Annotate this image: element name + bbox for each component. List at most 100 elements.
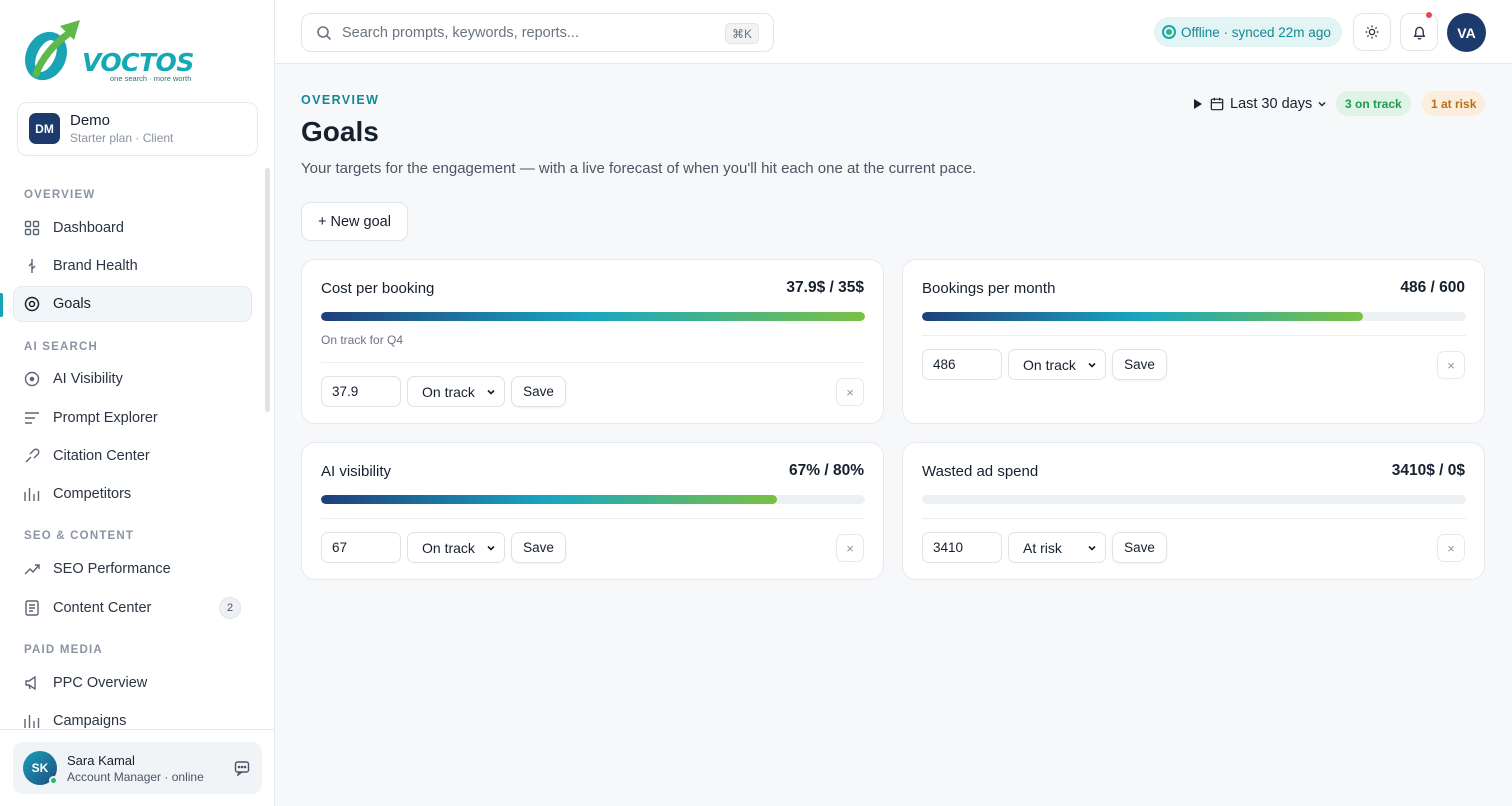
goal-status-value: On track — [1023, 357, 1076, 373]
goal-current-input[interactable] — [321, 376, 401, 407]
card-divider — [321, 362, 865, 363]
sidebar-item-label: Content Center — [53, 600, 152, 616]
shortcut-hint: ⌘K — [724, 23, 759, 44]
sidebar-item-campaigns[interactable]: Campaigns — [13, 703, 252, 739]
new-goal-button[interactable]: + New goal — [301, 202, 408, 241]
sidebar-scrollbar[interactable] — [265, 168, 270, 412]
bell-icon — [1413, 26, 1425, 40]
megaphone-icon — [25, 675, 36, 691]
online-status-dot — [49, 776, 58, 785]
page-eyebrow: OVERVIEW — [301, 93, 380, 107]
goal-save-button[interactable]: Save — [511, 532, 566, 563]
chevron-down-icon — [1318, 102, 1326, 107]
sidebar-item-brand-health[interactable]: Brand Health — [13, 248, 252, 284]
sidebar-item-goals[interactable]: Goals — [13, 286, 252, 322]
sidebar-item-dashboard[interactable]: Dashboard — [13, 210, 252, 246]
nav-section-seo-content: SEO & CONTENT — [24, 530, 135, 542]
goal-note: On track for Q4 — [321, 333, 404, 347]
goal-title: Wasted ad spend — [922, 463, 1039, 480]
workspace-switcher[interactable]: DM Demo Starter plan · Client — [17, 102, 258, 156]
sidebar-item-prompt-explorer[interactable]: Prompt Explorer — [13, 400, 252, 436]
goal-delete-button[interactable]: × — [836, 378, 864, 406]
goal-progress-fill — [321, 312, 865, 321]
at-risk-badge: 1 at risk — [1422, 91, 1486, 116]
goal-card-ai-visibility: AI visibility 67% / 80% On track Save × — [301, 442, 884, 580]
sidebar-item-label: Campaigns — [53, 713, 127, 729]
goal-title: AI visibility — [321, 463, 392, 480]
goal-delete-button[interactable]: × — [836, 534, 864, 562]
chevron-down-icon — [487, 389, 495, 395]
goal-current-input[interactable] — [922, 532, 1002, 563]
nav-section-overview: OVERVIEW — [24, 189, 96, 201]
sidebar-item-label: Goals — [53, 296, 91, 312]
logo-mark-icon — [25, 20, 80, 81]
goal-status-select[interactable]: On track — [407, 532, 505, 563]
goal-status-value: At risk — [1023, 540, 1062, 556]
sidebar: VOCTOS one search · more worth DM Demo S… — [0, 0, 275, 806]
goal-value: 37.9$ / 35$ — [786, 279, 864, 296]
goal-progress-fill — [922, 312, 1363, 321]
sidebar-item-ai-visibility[interactable]: AI Visibility — [13, 361, 252, 397]
goal-status-select[interactable]: On track — [407, 376, 505, 407]
search-box[interactable]: ⌘K — [301, 13, 774, 52]
goal-card-bookings-per-month: Bookings per month 486 / 600 On track Sa… — [902, 259, 1485, 424]
workspace-name: Demo — [70, 112, 111, 129]
goal-status-value: On track — [422, 540, 475, 556]
account-manager-card[interactable]: SK Sara Kamal Account Manager · online — [13, 742, 262, 794]
radar-icon — [24, 371, 40, 387]
link-icon — [25, 448, 40, 463]
bar-chart-icon — [24, 715, 40, 728]
target-icon — [24, 296, 40, 312]
trend-icon — [24, 564, 40, 575]
date-range-picker[interactable]: Last 30 days — [1194, 93, 1327, 115]
bar-chart-icon — [24, 488, 40, 501]
sidebar-item-ppc-overview[interactable]: PPC Overview — [13, 665, 252, 701]
search-icon — [317, 26, 332, 41]
sync-status-badge[interactable]: Offline · synced 22m ago — [1154, 17, 1342, 47]
goal-current-input[interactable] — [321, 532, 401, 563]
card-divider — [321, 518, 865, 519]
user-role: Account Manager · online — [67, 770, 204, 784]
goal-save-button[interactable]: Save — [1112, 532, 1167, 563]
goal-status-value: On track — [422, 384, 475, 400]
notifications-button[interactable] — [1400, 12, 1438, 51]
on-track-badge: 3 on track — [1336, 91, 1411, 116]
sidebar-item-label: SEO Performance — [53, 561, 171, 577]
chat-icon[interactable] — [234, 760, 250, 776]
workspace-avatar: DM — [29, 113, 60, 144]
search-input[interactable] — [342, 22, 712, 44]
chevron-down-icon — [1088, 362, 1096, 368]
goal-status-select[interactable]: At risk — [1008, 532, 1106, 563]
goal-value: 486 / 600 — [1400, 279, 1465, 296]
chevron-down-icon — [1088, 545, 1096, 551]
goal-status-select[interactable]: On track — [1008, 349, 1106, 380]
user-avatar-button[interactable]: VA — [1447, 13, 1486, 52]
top-bar: ⌘K Offline · synced 22m ago VA — [275, 0, 1512, 64]
sidebar-item-label: Brand Health — [53, 258, 138, 274]
brand-logo[interactable]: VOCTOS one search · more worth — [20, 16, 194, 86]
sidebar-item-content-center[interactable]: Content Center 2 — [13, 590, 252, 626]
sun-icon — [1365, 25, 1379, 39]
calendar-icon — [1210, 97, 1224, 111]
sidebar-item-seo-performance[interactable]: SEO Performance — [13, 551, 252, 587]
page-title: Goals — [301, 116, 379, 147]
sidebar-item-competitors[interactable]: Competitors — [13, 476, 252, 512]
goal-save-button[interactable]: Save — [1112, 349, 1167, 380]
sidebar-divider — [0, 729, 275, 730]
theme-toggle-button[interactable] — [1353, 13, 1391, 51]
sidebar-item-label: AI Visibility — [53, 371, 123, 387]
grid-icon — [24, 220, 40, 236]
card-divider — [922, 518, 1466, 519]
nav-section-paid-media: PAID MEDIA — [24, 644, 103, 656]
goal-title: Bookings per month — [922, 280, 1056, 297]
goal-delete-button[interactable]: × — [1437, 534, 1465, 562]
goal-current-input[interactable] — [922, 349, 1002, 380]
goal-save-button[interactable]: Save — [511, 376, 566, 407]
logo-wordmark: VOCTOS — [82, 48, 194, 77]
sidebar-item-citation-center[interactable]: Citation Center — [13, 438, 252, 474]
status-dot-icon — [1162, 25, 1176, 39]
goal-progress-bar — [321, 495, 865, 504]
goal-delete-button[interactable]: × — [1437, 351, 1465, 379]
sync-status-text: Offline · synced 22m ago — [1181, 24, 1331, 40]
user-name: Sara Kamal — [67, 753, 135, 768]
